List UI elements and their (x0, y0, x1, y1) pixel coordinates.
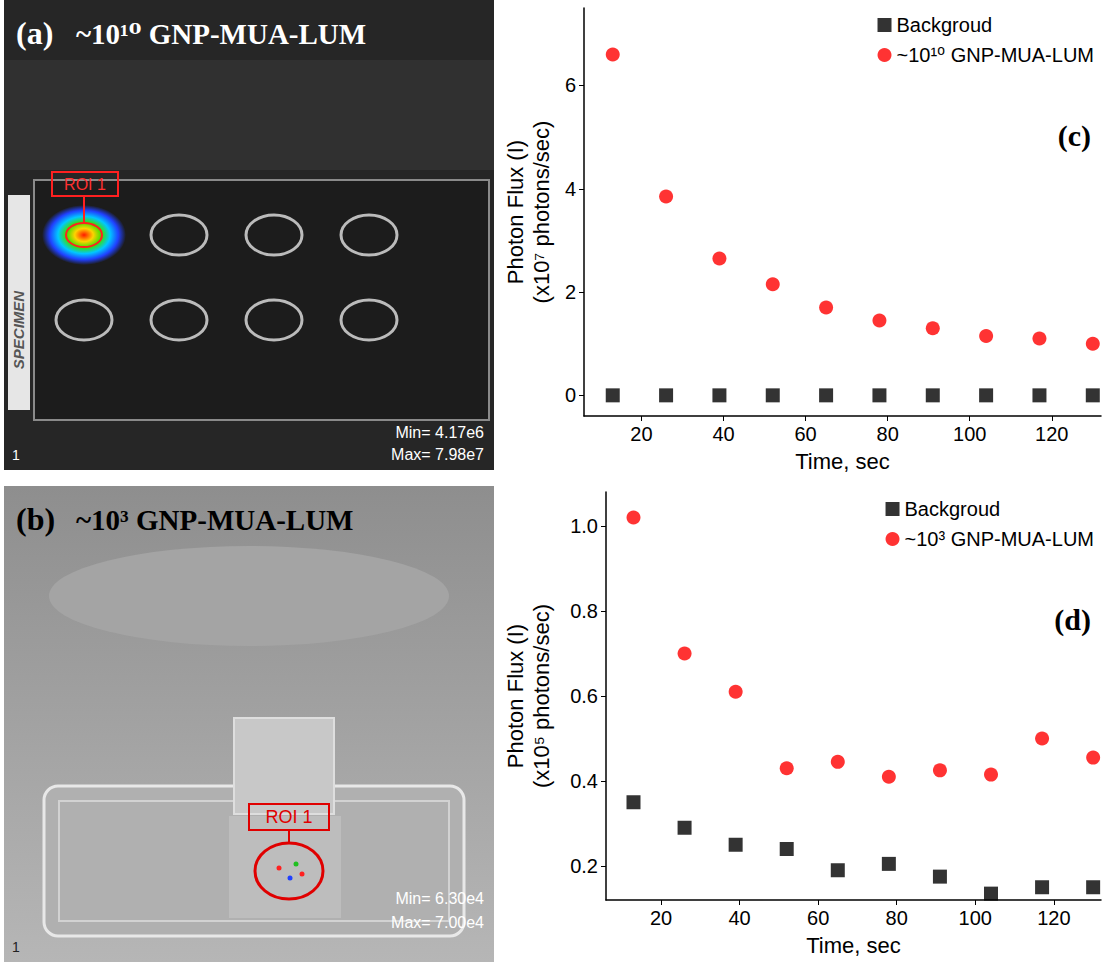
svg-text:0.6: 0.6 (570, 685, 598, 707)
svg-text:Backgroud: Backgroud (905, 498, 1001, 520)
svg-text:20: 20 (650, 907, 672, 929)
svg-text:Max= 7.98e7: Max= 7.98e7 (391, 446, 484, 463)
svg-text:2: 2 (565, 281, 576, 303)
svg-text:~10¹⁰ GNP-MUA-LUM: ~10¹⁰ GNP-MUA-LUM (76, 18, 366, 50)
svg-text:(d): (d) (1054, 603, 1091, 637)
svg-text:1: 1 (12, 447, 20, 463)
svg-text:(b): (b) (16, 501, 55, 537)
svg-text:Backgroud: Backgroud (897, 14, 993, 36)
svg-text:20: 20 (630, 423, 652, 445)
svg-text:(x10⁷ photons/sec): (x10⁷ photons/sec) (529, 121, 554, 304)
svg-text:60: 60 (807, 907, 829, 929)
svg-text:80: 80 (886, 907, 908, 929)
svg-text:Time, sec: Time, sec (795, 449, 890, 474)
svg-text:ROI 1: ROI 1 (64, 176, 106, 193)
svg-text:60: 60 (794, 423, 816, 445)
svg-text:SPECIMEN: SPECIMEN (10, 290, 27, 370)
svg-text:Max= 7.00e4: Max= 7.00e4 (391, 914, 484, 931)
svg-text:40: 40 (712, 423, 734, 445)
svg-text:~10³ GNP-MUA-LUM: ~10³ GNP-MUA-LUM (905, 528, 1094, 550)
svg-text:Min= 6.30e4: Min= 6.30e4 (395, 890, 484, 907)
svg-text:100: 100 (959, 907, 992, 929)
svg-text:1.0: 1.0 (570, 515, 598, 537)
svg-text:80: 80 (877, 423, 899, 445)
svg-text:120: 120 (1035, 423, 1068, 445)
svg-text:(a): (a) (16, 15, 53, 51)
svg-text:~10³ GNP-MUA-LUM: ~10³ GNP-MUA-LUM (76, 504, 353, 536)
svg-text:Time, sec: Time, sec (806, 933, 901, 958)
svg-text:100: 100 (953, 423, 986, 445)
svg-text:(c): (c) (1058, 119, 1091, 153)
svg-text:~10¹⁰ GNP-MUA-LUM: ~10¹⁰ GNP-MUA-LUM (897, 44, 1095, 66)
svg-text:0: 0 (565, 384, 576, 406)
svg-text:ROI 1: ROI 1 (265, 807, 312, 827)
svg-text:0.4: 0.4 (570, 770, 598, 792)
svg-text:Min= 4.17e6: Min= 4.17e6 (395, 424, 484, 441)
svg-text:120: 120 (1037, 907, 1070, 929)
svg-text:6: 6 (565, 74, 576, 96)
svg-text:1: 1 (12, 939, 20, 955)
svg-text:4: 4 (565, 178, 576, 200)
svg-text:(x10⁵ photons/sec): (x10⁵ photons/sec) (529, 604, 554, 788)
svg-text:Photon Flux (I): Photon Flux (I) (503, 140, 528, 284)
svg-text:0.8: 0.8 (570, 600, 598, 622)
svg-text:Photon Flux (I): Photon Flux (I) (503, 624, 528, 768)
svg-text:40: 40 (728, 907, 750, 929)
svg-text:0.2: 0.2 (570, 855, 598, 877)
